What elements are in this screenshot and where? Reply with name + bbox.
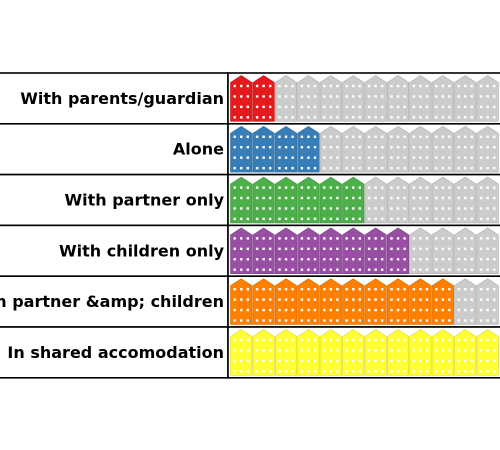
house-icon-filled [252,75,275,122]
house-icon-filled [274,227,298,275]
chart-row: With partner only [0,173,500,227]
house-icon-filled [297,329,320,376]
house-icon-empty [342,75,365,122]
house-icon-filled [319,176,342,224]
house-icon-filled [230,176,253,224]
house-icon-filled [230,329,253,376]
house-icon-empty [454,125,477,173]
house-icon-filled [342,329,365,376]
house-icon-empty [476,125,499,173]
house-icon-filled [319,329,342,376]
house-icon-empty [386,125,410,173]
house-icon-empty [342,125,365,173]
row-label: In shared accomodation [7,343,224,362]
house-icon-filled [230,75,253,122]
house-icon-empty [431,75,454,122]
house-icon-empty [274,75,298,122]
house-icon-empty [386,75,410,122]
house-icon-empty [431,176,454,224]
house-icon-empty [476,75,499,122]
house-icon-filled [319,227,342,275]
house-icon-empty [319,125,342,173]
house-icon-empty [386,176,410,224]
house-icon-filled [342,278,365,325]
house-icon-empty [409,125,432,173]
house-icon-filled [274,176,298,224]
house-icon-filled [319,278,342,325]
house-icon-empty [297,75,320,122]
house-icon-empty [364,75,387,122]
chart-row: In shared accomodation [0,326,500,379]
house-icon-empty [364,125,387,173]
row-label: Alone [173,140,224,159]
house-icon-filled [342,227,365,275]
label-cell [0,326,229,379]
house-icon-filled [252,176,275,224]
house-icon-empty [431,125,454,173]
house-icon-filled [230,125,253,173]
house-icon-filled [431,329,454,376]
house-icon-filled [386,227,410,275]
house-icon-filled [274,125,298,173]
house-icon-filled [274,329,298,376]
house-icon-empty [476,227,499,275]
row-label: With parents/guardian [20,89,224,108]
house-icon-filled [454,329,477,376]
chart-row: With parents/guardian [0,72,500,125]
house-icon-filled [252,329,275,376]
house-icon-empty [454,176,477,224]
house-icon-filled [342,176,365,224]
row-label: With children only [59,241,225,260]
house-icon-filled [431,278,454,325]
chart-row: Alone [0,123,500,176]
house-icon-filled [230,278,253,325]
house-icon-empty [454,278,477,325]
label-cell [0,173,229,227]
house-icon-filled [297,278,320,325]
house-icon-filled [364,278,387,325]
house-icon-filled [297,227,320,275]
house-icon-filled [297,125,320,173]
house-icon-filled [252,278,275,325]
chart-row: With children only [0,224,500,277]
house-icon-empty [454,227,477,275]
house-icon-empty [409,227,432,275]
house-icon-filled [386,278,410,325]
house-icon-filled [274,278,298,325]
house-icon-empty [431,227,454,275]
house-icon-filled [409,329,432,376]
house-icon-filled [364,227,387,275]
house-icon-filled [386,329,410,376]
house-icon-filled [297,176,320,224]
house-icon-empty [476,278,499,325]
house-icon-filled [230,227,253,275]
house-icon-empty [454,75,477,122]
row-label: With partner only [64,191,224,210]
house-icon-empty [409,176,432,224]
label-cell [0,275,229,328]
house-icon-empty [364,176,387,224]
house-icon-filled [476,329,499,376]
house-icon-filled [252,227,275,275]
house-icon-filled [252,125,275,173]
row-label: With partner &amp; children [0,292,224,311]
house-icon-filled [409,278,432,325]
house-icon-empty [409,75,432,122]
label-cell [0,224,229,277]
house-icon-filled [364,329,387,376]
house-icon-empty [319,75,342,122]
chart-row: With partner &amp; children [0,275,500,328]
house-icon-empty [476,176,499,224]
